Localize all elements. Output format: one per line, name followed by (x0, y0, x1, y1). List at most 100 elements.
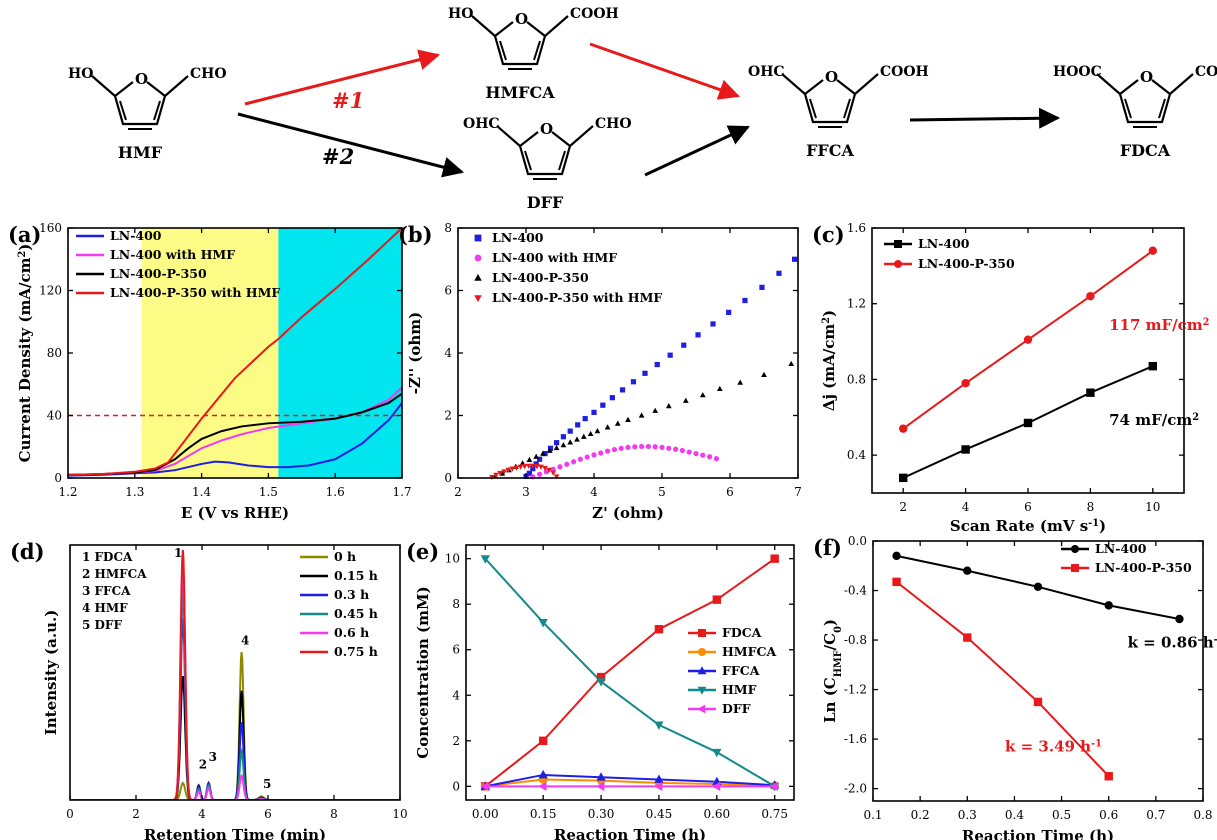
data-point (499, 470, 506, 476)
data-point (480, 781, 490, 790)
series-ln-400-markers (892, 551, 1184, 624)
legend: FDCA HMFCA FFCA HMF DFF (688, 625, 776, 716)
ring-bonds (113, 95, 167, 126)
data-point (538, 781, 547, 791)
data-point (538, 464, 544, 470)
data-point (533, 461, 539, 467)
legend-label: LN-400-P-350 (110, 266, 207, 281)
panel-label: (c) (812, 222, 845, 247)
path-2-label: #2 (322, 144, 354, 169)
series-ln-400-with-hmf-markers (530, 443, 720, 480)
left-group-label: HO (448, 6, 473, 22)
data-point (711, 781, 721, 791)
double-bond (1124, 98, 1132, 119)
legend-label: LN-400-P-350 (492, 270, 589, 285)
series-hmfca-line (485, 778, 775, 788)
data-point (480, 781, 489, 791)
annotation: 117 mF/cm2 (1109, 316, 1209, 334)
molecule-dff: O OHC CHO DFF (463, 116, 632, 212)
data-point (542, 465, 548, 472)
data-point (505, 467, 512, 473)
y-tick-label: 8 (444, 221, 452, 235)
data-point (509, 466, 516, 472)
plot-frame (465, 544, 795, 801)
series-ln-400-p-350-markers (899, 246, 1158, 433)
ring-bond (1119, 79, 1139, 95)
ring-bond (836, 79, 856, 95)
legend-label: 0.3 h (334, 587, 369, 602)
double-bond (499, 40, 507, 61)
molecule-hmfca: O HO COOH HMFCA (448, 6, 619, 102)
data-point (666, 445, 672, 451)
y-tick-label: 1.6 (847, 221, 866, 235)
data-point (537, 471, 543, 477)
legend-marker (474, 295, 482, 303)
data-point (596, 776, 606, 785)
substituent-bond (569, 125, 594, 147)
x-tick-label: 0.2 (911, 808, 930, 822)
series-ln-400-p-350-line (895, 581, 1110, 777)
substituent-bond (544, 15, 569, 37)
annotation: 74 mF/cm2 (1109, 411, 1199, 429)
x-tick-label: 1.6 (326, 485, 345, 499)
data-point (577, 456, 584, 462)
arrow-hmf-to-dff (237, 112, 465, 178)
data-point (1033, 582, 1043, 592)
legend-label: LN-400 with HMF (110, 247, 235, 262)
x-tick-label: 1.5 (259, 485, 278, 499)
data-point (761, 371, 767, 377)
x-tick-label: 8 (330, 807, 338, 821)
panel-label: (a) (8, 222, 41, 247)
series-hmf-markers (480, 555, 780, 792)
x-tick-label: 0.8 (1193, 808, 1212, 822)
data-point (596, 772, 606, 781)
data-point (554, 440, 560, 446)
molecule-fdca: O HOOC COOH FDCA (1053, 64, 1217, 160)
y-axis-label: Concentration (mM) (414, 586, 432, 758)
data-point (1175, 614, 1184, 624)
legend-label: 0.15 h (334, 568, 378, 583)
data-point (632, 444, 638, 450)
y-tick-label: 0 (54, 471, 62, 485)
data-point (892, 551, 901, 561)
data-point (542, 451, 548, 457)
arrow-hmfca-to-ffca (589, 42, 740, 100)
double-bond (119, 100, 127, 121)
legend: LN-400 LN-400-P-350 (1061, 541, 1192, 575)
peak-number-label: 3 (209, 750, 217, 764)
chromatogram-0.15-h (70, 675, 400, 800)
data-point (567, 439, 574, 445)
data-point (575, 422, 581, 428)
annotation: k = 0.86 h-1 (1128, 633, 1217, 651)
data-point (712, 748, 722, 758)
ring-oxygen-label: O (540, 120, 553, 138)
right-group-label: COOH (1195, 64, 1217, 80)
y-axis-label-group: Concentration (mM) (414, 586, 432, 758)
x-axis-label: Reaction Time (h) (554, 826, 706, 840)
ring-bonds (493, 35, 547, 66)
data-point (654, 774, 664, 783)
data-point (530, 474, 536, 480)
x-tick-label: 0.6 (1099, 808, 1118, 822)
series-ln-400-markers (899, 361, 1157, 483)
legend-label: LN-400 (1095, 541, 1147, 556)
ring-oxygen-label: O (135, 70, 148, 88)
data-point (654, 778, 664, 788)
legend-label: LN-400-P-350 (1095, 560, 1192, 575)
data-point (557, 464, 563, 470)
data-point (574, 436, 580, 442)
double-bond (533, 40, 541, 61)
data-point (682, 397, 689, 403)
x-tick-label: 0.15 (530, 807, 557, 821)
substituent-bond (496, 125, 521, 147)
data-point (519, 460, 526, 466)
right-group-label: CHO (595, 116, 632, 132)
molecule-ffca: O OHC COOH FFCA (748, 64, 929, 160)
ring-bond (1151, 79, 1171, 95)
series-ln-400-p-350-with-hmf-line (68, 228, 402, 476)
arrow-ffca-to-fdca (909, 107, 1061, 129)
series-hmf-line (484, 557, 776, 788)
series-ln-400-p-350-markers (892, 577, 1113, 781)
data-point (770, 781, 779, 791)
series-ln-400-p-350-with-hmf-markers (489, 463, 560, 481)
